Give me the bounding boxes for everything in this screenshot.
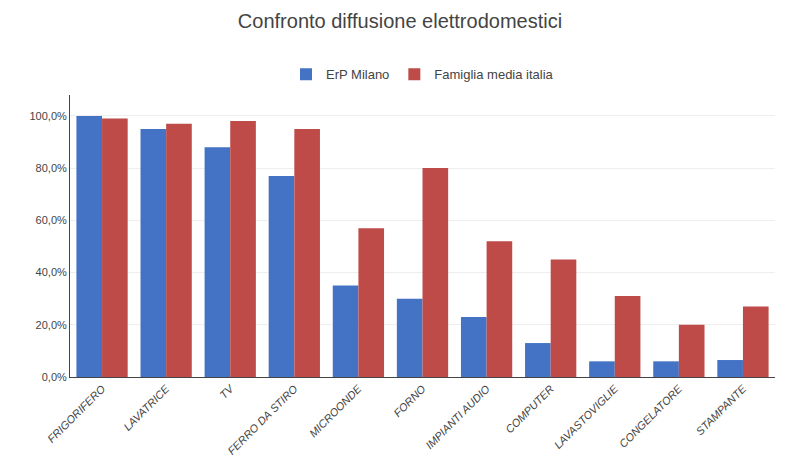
svg-text:40,0%: 40,0% bbox=[36, 266, 67, 278]
svg-text:TV: TV bbox=[217, 381, 237, 401]
svg-text:Famiglia media italia: Famiglia media italia bbox=[434, 67, 553, 82]
svg-text:80,0%: 80,0% bbox=[36, 162, 67, 174]
svg-text:LAVATRICE: LAVATRICE bbox=[121, 382, 172, 433]
svg-text:20,0%: 20,0% bbox=[36, 319, 67, 331]
svg-text:IMPIANTI AUDIO: IMPIANTI AUDIO bbox=[423, 382, 492, 451]
svg-text:100,0%: 100,0% bbox=[29, 110, 67, 122]
svg-text:FRIGORIFERO: FRIGORIFERO bbox=[45, 382, 108, 445]
svg-text:Confronto diffusione elettrodo: Confronto diffusione elettrodomestici bbox=[238, 10, 562, 32]
svg-text:60,0%: 60,0% bbox=[36, 214, 67, 226]
svg-text:FORNO: FORNO bbox=[391, 382, 428, 419]
svg-text:COMPUTER: COMPUTER bbox=[503, 382, 556, 435]
svg-text:ErP Milano: ErP Milano bbox=[326, 67, 389, 82]
svg-text:FERRO DA STIRO: FERRO DA STIRO bbox=[225, 382, 300, 457]
svg-text:MICROONDE: MICROONDE bbox=[307, 382, 364, 439]
svg-text:STAMPANTE: STAMPANTE bbox=[693, 382, 748, 437]
svg-text:0,0%: 0,0% bbox=[42, 371, 67, 383]
svg-text:CONGELATORE: CONGELATORE bbox=[617, 382, 685, 450]
svg-text:LAVASTOVIGLIE: LAVASTOVIGLIE bbox=[552, 382, 621, 451]
